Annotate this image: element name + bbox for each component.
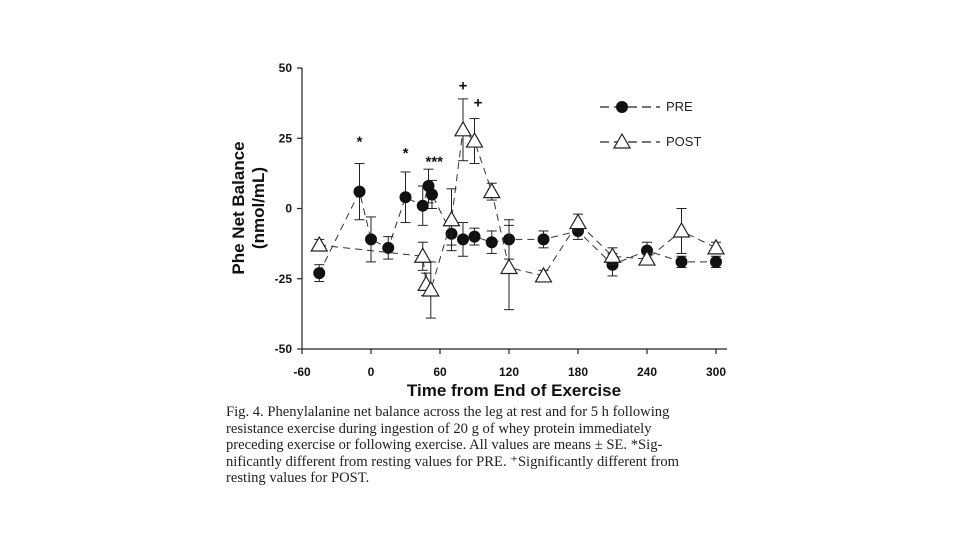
data-point-post xyxy=(534,266,553,283)
y-tick-label: -25 xyxy=(275,272,293,286)
significance-marker: + xyxy=(459,77,468,94)
y-tick-label: 0 xyxy=(285,202,292,216)
data-point-pre xyxy=(537,233,550,246)
series-line-post xyxy=(319,128,717,292)
legend-marker-post xyxy=(612,132,632,149)
data-point-pre xyxy=(416,199,429,212)
data-point-post xyxy=(603,247,622,263)
significance-marker: * xyxy=(403,145,409,162)
x-tick-label: -60 xyxy=(293,365,311,379)
data-point-post xyxy=(637,249,657,266)
annotations: ** ***++ xyxy=(357,77,483,170)
data-point-post xyxy=(499,258,519,275)
significance-marker: + xyxy=(474,94,483,111)
caption-line: resistance exercise during ingestion of … xyxy=(226,420,652,437)
data-point-pre xyxy=(313,267,326,280)
legend: PRE POST xyxy=(600,99,701,149)
data-point-post xyxy=(442,210,461,227)
significance-marker: *** xyxy=(425,153,443,170)
series-layer xyxy=(310,98,726,319)
x-tick-label: 60 xyxy=(433,365,447,379)
x-axis-title: Time from End of Exercise xyxy=(407,381,621,400)
data-point-pre xyxy=(365,233,377,246)
data-point-post xyxy=(568,213,588,230)
data-point-pre xyxy=(710,255,722,268)
caption-line: nificantly different from resting values… xyxy=(226,453,679,470)
data-point-post xyxy=(413,247,432,263)
data-point-pre xyxy=(353,185,366,198)
x-tick-label: 120 xyxy=(499,365,519,379)
series-post xyxy=(310,98,726,319)
x-tick-label: 0 xyxy=(368,365,375,379)
legend-label-pre: PRE xyxy=(666,99,693,114)
x-tick-label: 300 xyxy=(706,365,726,379)
legend-entry-post: POST xyxy=(600,132,701,149)
data-point-pre xyxy=(382,241,395,254)
data-point-post xyxy=(672,221,691,238)
y-axis-title: Phe Net Balance (nmol/mL) xyxy=(229,141,268,274)
data-point-pre xyxy=(399,191,412,204)
significance-marker: * xyxy=(357,134,363,151)
y-axis-title-line1: Phe Net Balance xyxy=(229,141,248,274)
legend-entry-pre: PRE xyxy=(600,99,693,114)
legend-marker-pre xyxy=(616,101,628,113)
plot-area xyxy=(301,68,727,350)
data-point-pre xyxy=(425,188,438,201)
y-tick-label: 25 xyxy=(279,131,293,145)
data-point-post xyxy=(706,238,726,255)
caption-line: resting values for POST. xyxy=(226,470,370,487)
series-pre xyxy=(313,163,722,283)
series-line-pre xyxy=(318,184,716,274)
data-point-post xyxy=(465,131,484,148)
figure-caption: Fig. 4. Phenylalanine net balance across… xyxy=(226,404,736,487)
y-axis-title-line2: (nmol/mL) xyxy=(249,167,268,249)
data-point-post xyxy=(310,235,329,252)
y-tick-label: -50 xyxy=(275,342,293,356)
data-point-pre xyxy=(675,255,688,268)
legend-label-post: POST xyxy=(666,134,701,149)
x-tick-label: 240 xyxy=(637,365,657,379)
data-point-pre xyxy=(468,230,481,243)
data-point-post xyxy=(421,280,440,297)
y-tick-label: 50 xyxy=(279,61,293,75)
data-point-pre xyxy=(485,236,498,249)
caption-line: preceding exercise or following exercise… xyxy=(226,437,663,454)
data-point-pre xyxy=(457,233,469,246)
x-tick-label: 180 xyxy=(568,365,588,379)
caption-line: Fig. 4. Phenylalanine net balance across… xyxy=(226,404,670,420)
data-point-post xyxy=(453,120,473,137)
data-point-post xyxy=(482,182,501,199)
axis-ticks: -60 0 60 120 180 240 300 50 25 0 -25 -50 xyxy=(275,61,727,379)
